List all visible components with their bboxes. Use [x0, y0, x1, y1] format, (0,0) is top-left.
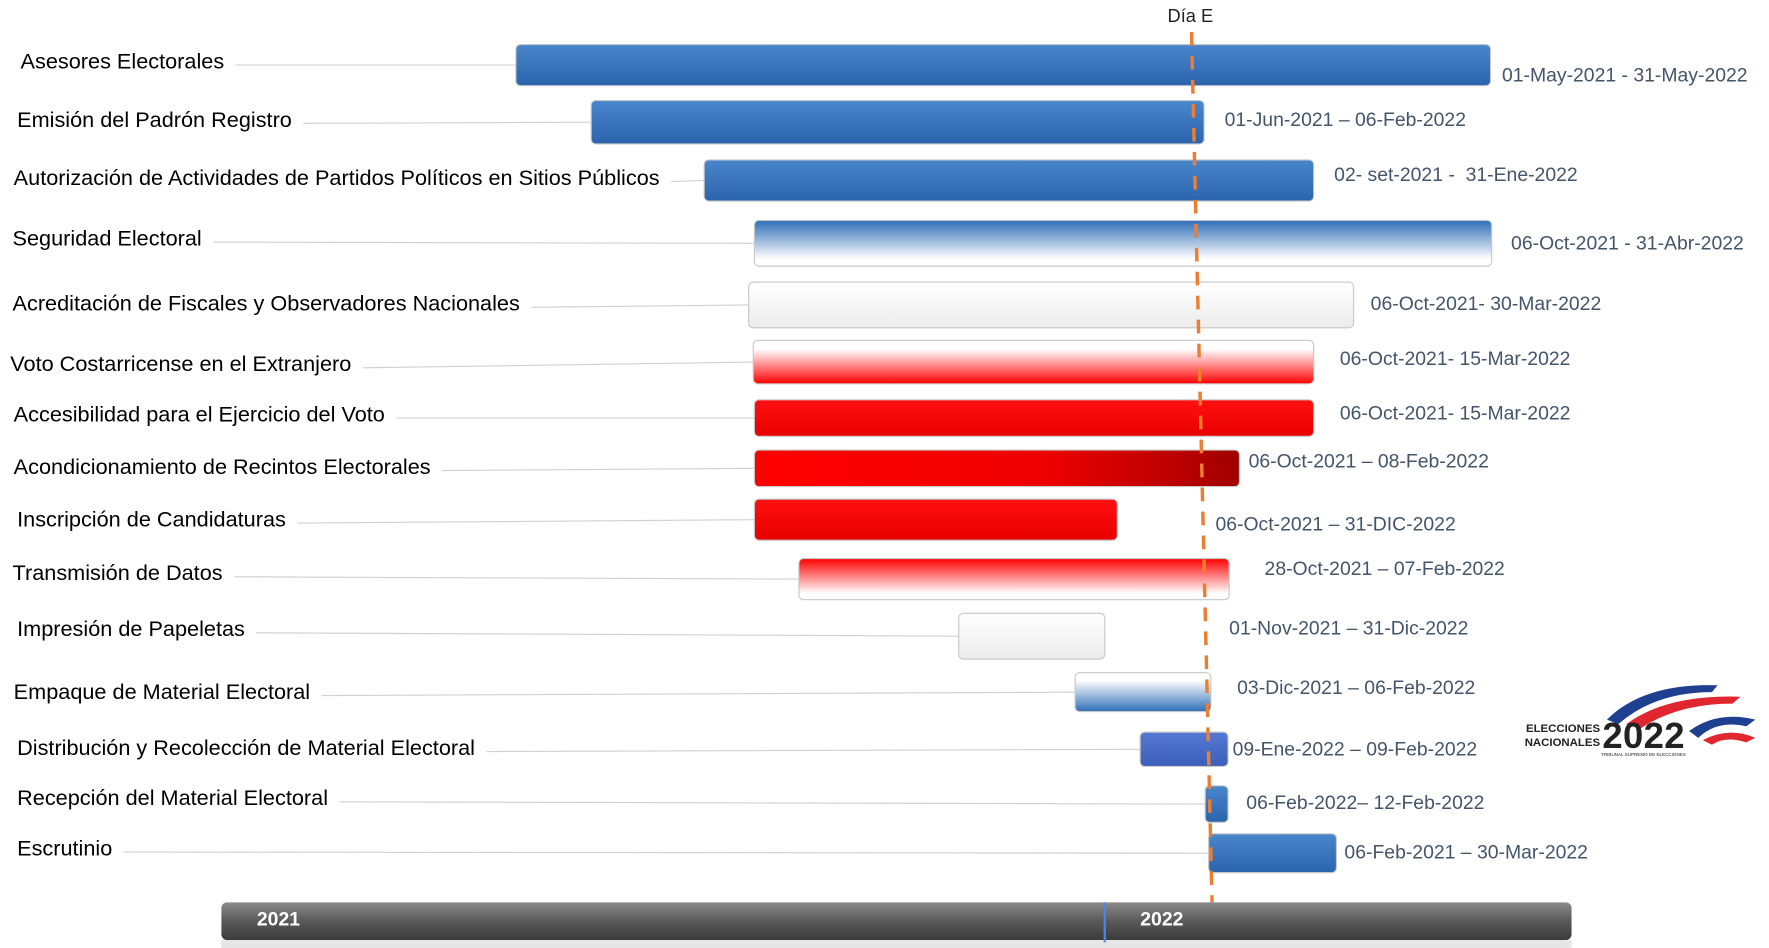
task-bar: [798, 557, 1230, 601]
row-label: Asesores Electorales: [21, 49, 225, 74]
task-bar: [752, 339, 1315, 385]
task-bar: [1208, 833, 1338, 874]
row-label: Accesibilidad para el Ejercicio del Voto: [14, 401, 385, 426]
date-range: 06-Feb-2022– 12-Feb-2022: [1246, 792, 1484, 814]
rows: Asesores Electorales 01-May-2021 - 31-May…: [10, 43, 1748, 874]
date-range: 06-Oct-2021- 15-Mar-2022: [1340, 403, 1571, 425]
date-range: 01-Nov-2021 – 31-Dic-2022: [1229, 617, 1468, 639]
task-bar: [753, 399, 1315, 437]
logo-text: NACIONALES: [1525, 737, 1601, 749]
row-label: Transmisión de Datos: [13, 560, 223, 585]
date-range: 28-Oct-2021 – 07-Feb-2022: [1265, 558, 1505, 580]
row-label: Acondicionamiento de Recintos Electorale…: [14, 454, 431, 479]
connector: [297, 519, 755, 524]
date-range: 01-Jun-2021 – 06-Feb-2022: [1225, 109, 1466, 131]
connector: [670, 179, 705, 183]
date-range: 06-Oct-2021 – 31-DIC-2022: [1215, 514, 1455, 536]
timeline-shadow: [221, 940, 1572, 948]
connector: [256, 632, 959, 637]
task-bar: [515, 43, 1492, 87]
row-label: Escrutinio: [17, 836, 112, 861]
row-label: Recepción del Material Electoral: [17, 785, 328, 810]
date-range: 06-Oct-2021 – 08-Feb-2022: [1249, 451, 1489, 473]
row-label: Inscripción de Candidaturas: [17, 507, 286, 532]
timeline-bar: [221, 902, 1572, 941]
connector: [303, 121, 592, 124]
date-range: 06-Feb-2021 – 30-Mar-2022: [1344, 841, 1588, 863]
row-label: Emisión del Padrón Registro: [17, 107, 292, 132]
row-label: Voto Costarricense en el Extranjero: [10, 351, 351, 376]
connector: [234, 576, 799, 580]
connector: [362, 361, 754, 369]
task-bar: [1204, 785, 1229, 823]
task-bar: [753, 449, 1241, 488]
task-bar: [590, 99, 1205, 145]
task-bar: [703, 159, 1315, 202]
connector: [339, 801, 1206, 805]
connector: [486, 748, 1141, 753]
task-bar: [748, 281, 1355, 329]
year-label: 2022: [1140, 909, 1183, 931]
date-range: 06-Oct-2021- 15-Mar-2022: [1340, 348, 1571, 370]
logo: ELECCIONES NACIONALES 2022 TRIBUNAL SUPR…: [1525, 685, 1756, 757]
task-bar: [958, 612, 1106, 660]
row-label: Impresión de Papeletas: [17, 616, 245, 641]
connector: [442, 467, 755, 472]
logo-caption: TRIBUNAL SUPREMO DE ELECCIONES: [1601, 752, 1686, 757]
row-label: Acreditación de Fiscales y Observadores …: [13, 291, 520, 316]
date-range: 06-Oct-2021- 30-Mar-2022: [1371, 293, 1602, 315]
task-bar: [1074, 672, 1212, 713]
connector: [213, 241, 755, 244]
row-label: Distribución y Recolección de Material E…: [17, 735, 475, 760]
date-range: 02- set-2021 - 31-Ene-2022: [1334, 164, 1578, 186]
year-label: 2021: [257, 909, 300, 931]
logo-year: 2022: [1602, 715, 1684, 756]
connector: [321, 691, 1076, 697]
election-day-label: Día E: [1168, 5, 1214, 26]
connector: [123, 851, 1209, 854]
logo-text: ELECCIONES: [1526, 723, 1601, 735]
task-bar: [753, 498, 1118, 541]
row-label: Seguridad Electoral: [13, 226, 202, 251]
election-day-line: [1189, 31, 1214, 903]
row-label: Empaque de Material Electoral: [14, 679, 310, 704]
date-range: 09-Ene-2022 – 09-Feb-2022: [1233, 739, 1478, 761]
task-bar: [1139, 731, 1229, 767]
date-range: 03-Dic-2021 – 06-Feb-2022: [1237, 677, 1475, 699]
date-range: 01-May-2021 - 31-May-2022: [1502, 65, 1748, 87]
row-label: Autorización de Actividades de Partidos …: [14, 165, 660, 190]
connector: [531, 304, 749, 308]
date-range: 06-Oct-2021 - 31-Abr-2022: [1511, 233, 1744, 255]
task-bar: [753, 219, 1493, 267]
